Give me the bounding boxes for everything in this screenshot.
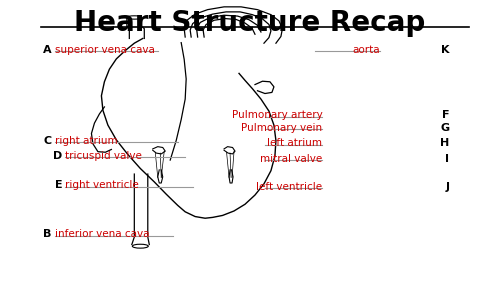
- Text: Pulmonary artery: Pulmonary artery: [232, 110, 322, 120]
- Text: mitral valve: mitral valve: [260, 154, 322, 164]
- Text: D: D: [53, 151, 62, 161]
- Text: B: B: [43, 229, 52, 239]
- Text: A: A: [43, 45, 52, 55]
- Text: tricuspid valve: tricuspid valve: [64, 151, 142, 161]
- Text: superior vena cava: superior vena cava: [54, 45, 154, 55]
- Text: H: H: [440, 138, 450, 148]
- Text: inferior vena cava: inferior vena cava: [54, 229, 149, 239]
- Text: F: F: [442, 110, 450, 120]
- Text: C: C: [43, 135, 51, 146]
- Text: E: E: [54, 180, 62, 190]
- Text: G: G: [440, 123, 450, 133]
- Text: I: I: [446, 154, 450, 164]
- Text: right ventricle: right ventricle: [64, 180, 138, 190]
- Text: aorta: aorta: [352, 45, 380, 55]
- Text: Pulmonary vein: Pulmonary vein: [241, 123, 322, 133]
- Text: right atrium: right atrium: [54, 135, 117, 146]
- Text: left ventricle: left ventricle: [256, 182, 322, 192]
- Text: left atrium: left atrium: [268, 138, 322, 148]
- Text: J: J: [446, 182, 450, 192]
- Text: K: K: [441, 45, 450, 55]
- Text: Heart Structure Recap: Heart Structure Recap: [74, 9, 426, 37]
